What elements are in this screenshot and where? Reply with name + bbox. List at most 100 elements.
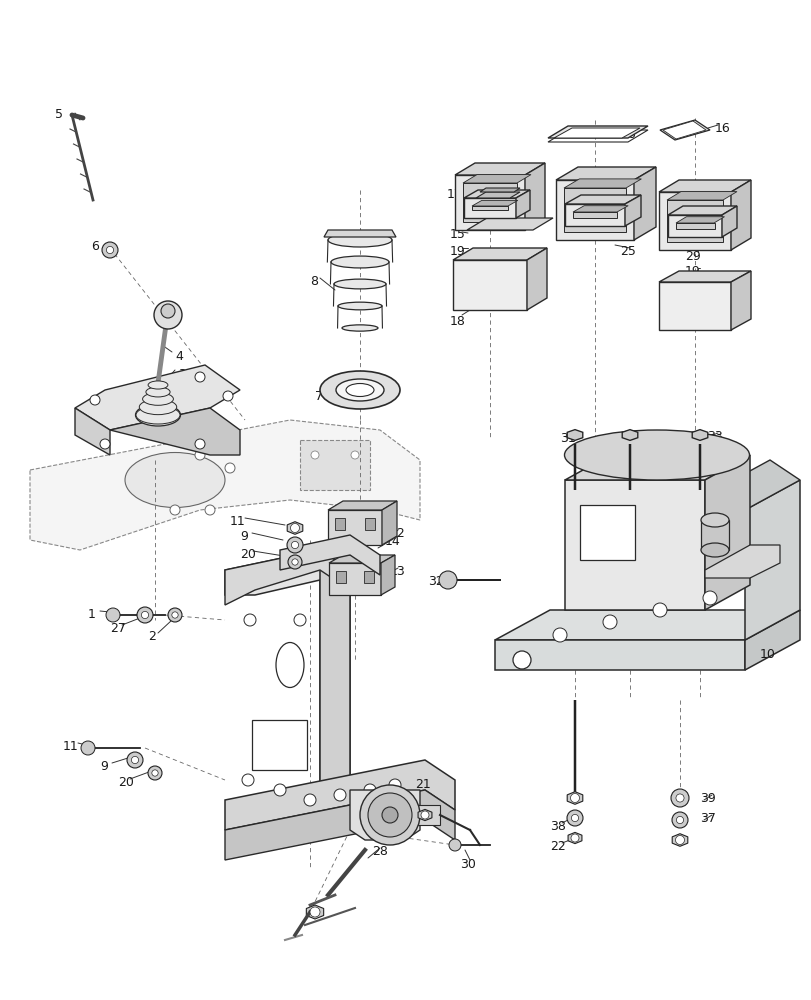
Polygon shape [676, 217, 723, 223]
Polygon shape [463, 190, 530, 198]
Polygon shape [564, 455, 749, 480]
Circle shape [367, 793, 411, 837]
Polygon shape [410, 805, 440, 825]
Circle shape [195, 450, 204, 460]
Text: 14: 14 [384, 535, 401, 548]
Polygon shape [280, 535, 380, 575]
Circle shape [350, 451, 358, 459]
Ellipse shape [139, 399, 177, 415]
Text: 30: 30 [460, 858, 475, 871]
Bar [471, 206, 508, 210]
Polygon shape [30, 420, 419, 550]
Text: 22: 22 [549, 840, 565, 853]
Ellipse shape [564, 430, 749, 480]
Circle shape [127, 752, 143, 768]
Circle shape [420, 811, 428, 819]
Text: 11: 11 [63, 740, 79, 753]
Bar [365, 518, 375, 530]
Ellipse shape [341, 325, 378, 331]
Polygon shape [556, 167, 655, 180]
Circle shape [243, 614, 255, 626]
Polygon shape [667, 215, 721, 237]
Circle shape [363, 784, 375, 796]
Circle shape [570, 793, 579, 802]
Circle shape [100, 439, 109, 449]
Text: 38: 38 [549, 820, 565, 833]
Circle shape [603, 615, 616, 629]
Circle shape [148, 766, 162, 780]
Text: 4: 4 [175, 350, 182, 363]
Polygon shape [328, 555, 394, 563]
Circle shape [571, 814, 578, 822]
Text: 33: 33 [719, 455, 735, 468]
Circle shape [131, 756, 139, 764]
Ellipse shape [336, 379, 384, 401]
Circle shape [204, 505, 215, 515]
Text: 1: 1 [88, 608, 96, 621]
Text: 7: 7 [315, 390, 323, 403]
Text: 24: 24 [634, 445, 650, 458]
Polygon shape [573, 206, 628, 212]
Circle shape [137, 607, 152, 623]
Polygon shape [567, 792, 582, 804]
Text: 5: 5 [55, 108, 63, 121]
Circle shape [81, 741, 95, 755]
Circle shape [675, 794, 683, 802]
Polygon shape [633, 167, 655, 240]
Ellipse shape [125, 452, 225, 508]
Circle shape [359, 785, 419, 845]
Text: 26: 26 [620, 128, 635, 141]
Bar [579, 505, 634, 560]
Circle shape [286, 537, 303, 553]
Circle shape [161, 304, 175, 318]
Ellipse shape [320, 371, 400, 409]
Circle shape [291, 559, 298, 565]
Circle shape [90, 395, 100, 405]
Polygon shape [567, 430, 582, 440]
Circle shape [195, 372, 204, 382]
Circle shape [448, 839, 461, 851]
Circle shape [106, 608, 120, 622]
Polygon shape [659, 120, 709, 140]
Circle shape [195, 439, 204, 449]
Ellipse shape [135, 404, 180, 426]
Polygon shape [666, 192, 736, 200]
Ellipse shape [135, 406, 180, 424]
Text: 6: 6 [91, 240, 99, 253]
Polygon shape [328, 501, 397, 510]
Polygon shape [624, 195, 640, 226]
Polygon shape [463, 198, 515, 218]
Polygon shape [704, 455, 749, 610]
Text: 19: 19 [684, 265, 700, 278]
Ellipse shape [328, 233, 392, 247]
Bar [666, 200, 722, 242]
Bar [564, 188, 625, 232]
Text: 13: 13 [389, 565, 406, 578]
Polygon shape [744, 480, 799, 640]
Polygon shape [75, 365, 240, 430]
Polygon shape [659, 271, 750, 282]
Text: 2: 2 [148, 630, 156, 643]
Circle shape [242, 774, 254, 786]
Polygon shape [556, 180, 633, 240]
Circle shape [106, 246, 114, 254]
Polygon shape [744, 610, 799, 670]
Circle shape [333, 789, 345, 801]
Circle shape [168, 608, 182, 622]
Polygon shape [547, 126, 647, 138]
Circle shape [172, 612, 178, 618]
Polygon shape [564, 480, 704, 610]
Text: 34: 34 [719, 484, 735, 497]
Bar [363, 571, 374, 583]
Polygon shape [462, 175, 530, 183]
Polygon shape [730, 271, 750, 330]
Circle shape [570, 834, 578, 842]
Text: 3: 3 [178, 368, 186, 381]
Text: 27: 27 [109, 622, 126, 635]
Circle shape [310, 907, 320, 917]
Polygon shape [568, 832, 581, 844]
Text: 37: 37 [699, 812, 715, 825]
Text: 19: 19 [449, 245, 466, 258]
Bar [573, 212, 616, 218]
Ellipse shape [148, 381, 168, 389]
